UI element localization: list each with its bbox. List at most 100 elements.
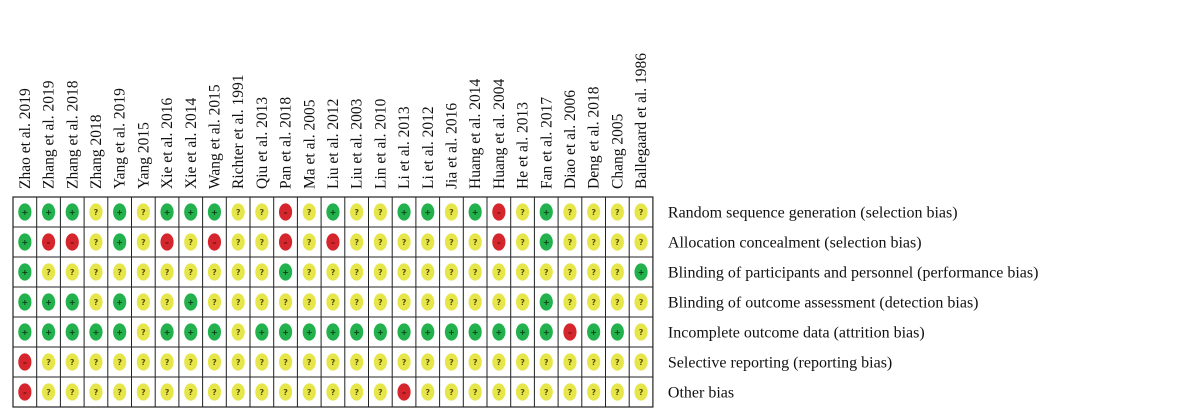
- judgement-dot: [515, 293, 530, 311]
- judgement-low: +: [184, 323, 198, 341]
- judgement-dot: [65, 203, 79, 221]
- judgement-dot: [563, 323, 577, 341]
- judgement-unclear: ?: [539, 263, 553, 281]
- judgement-low: +: [468, 323, 482, 341]
- judgement-symbol: +: [330, 208, 337, 217]
- judgement-low: +: [421, 203, 435, 221]
- judgement-dot: [373, 323, 387, 341]
- judgement-high: –: [492, 233, 506, 251]
- judgement-unclear: ?: [397, 293, 411, 311]
- judgement-symbol: +: [116, 328, 123, 337]
- judgement-high: –: [492, 203, 506, 221]
- judgement-symbol: ?: [568, 238, 573, 247]
- judgement-symbol: ?: [307, 298, 312, 307]
- judgement-dot: [421, 263, 435, 281]
- judgement-unclear: ?: [231, 383, 245, 401]
- judgement-symbol: +: [116, 238, 123, 247]
- judgement-dot: [255, 353, 269, 371]
- judgement-symbol: ?: [497, 268, 502, 277]
- judgement-low: +: [515, 323, 530, 341]
- judgement-dot: [610, 203, 624, 221]
- judgement-unclear: ?: [136, 383, 150, 401]
- judgement-symbol: –: [23, 388, 27, 397]
- judgement-symbol: ?: [94, 388, 99, 397]
- judgement-dot: [610, 293, 624, 311]
- grid: [12, 196, 654, 408]
- judgement-dot: [610, 263, 624, 281]
- judgement-unclear: ?: [136, 353, 150, 371]
- judgement-symbol: ?: [425, 358, 430, 367]
- judgement-dot: [278, 263, 293, 281]
- judgement-dot: [468, 323, 482, 341]
- judgement-dot: [136, 263, 150, 281]
- domain-labels: Random sequence generation (selection bi…: [668, 205, 1039, 402]
- judgement-low: +: [350, 323, 364, 341]
- judgement-dot: [563, 263, 577, 281]
- domain-label: Random sequence generation (selection bi…: [668, 205, 958, 222]
- judgement-symbol: ?: [94, 238, 99, 247]
- judgement-symbol: ?: [260, 298, 265, 307]
- judgement-dot: [207, 233, 222, 251]
- judgement-unclear: ?: [373, 263, 387, 281]
- judgement-symbol: ?: [354, 388, 359, 397]
- judgement-dot: [468, 263, 482, 281]
- judgement-symbol: ?: [212, 358, 217, 367]
- judgement-dot: [421, 323, 435, 341]
- judgement-symbol: +: [519, 328, 526, 337]
- judgement-dot: [350, 323, 364, 341]
- judgement-symbol: +: [21, 328, 28, 337]
- judgement-symbol: +: [69, 328, 76, 337]
- judgement-dot: [373, 293, 387, 311]
- judgement-symbol: ?: [449, 388, 454, 397]
- judgement-low: +: [278, 323, 293, 341]
- judgement-symbol: ?: [94, 208, 99, 217]
- judgement-dot: [207, 263, 222, 281]
- judgement-dot: [373, 233, 387, 251]
- judgement-dot: [587, 293, 601, 311]
- judgement-symbol: ?: [520, 208, 525, 217]
- judgement-symbol: ?: [639, 328, 644, 337]
- judgement-symbol: ?: [212, 268, 217, 277]
- judgement-symbol: ?: [425, 298, 430, 307]
- study-label: Huang et al. 2004: [491, 79, 508, 189]
- judgement-unclear: ?: [160, 263, 174, 281]
- judgement-unclear: ?: [397, 233, 411, 251]
- judgement-unclear: ?: [89, 293, 103, 311]
- judgement-low: +: [492, 323, 506, 341]
- judgement-symbol: +: [69, 208, 76, 217]
- judgement-high: –: [278, 233, 293, 251]
- judgement-symbol: –: [47, 238, 51, 247]
- judgement-symbol: +: [282, 328, 289, 337]
- judgement-symbol: ?: [331, 298, 336, 307]
- judgement-dot: [350, 203, 364, 221]
- judgement-dot: [539, 263, 553, 281]
- domain-label: Selective reporting (reporting bias): [668, 355, 892, 372]
- study-label: Fan et al. 2017: [538, 97, 555, 189]
- judgement-unclear: ?: [444, 293, 459, 311]
- judgement-symbol: ?: [165, 358, 170, 367]
- judgement-symbol: –: [402, 388, 406, 397]
- judgement-symbol: ?: [70, 358, 75, 367]
- judgement-dot: [515, 203, 530, 221]
- judgement-dot: [160, 323, 174, 341]
- judgement-symbol: ?: [94, 298, 99, 307]
- judgement-symbol: –: [212, 238, 216, 247]
- judgement-unclear: ?: [160, 353, 174, 371]
- judgement-unclear: ?: [444, 383, 459, 401]
- judgement-dot: [160, 203, 174, 221]
- judgement-symbol: +: [21, 298, 28, 307]
- judgement-dot: [255, 293, 269, 311]
- judgement-dot: [231, 383, 245, 401]
- judgement-dot: [610, 353, 624, 371]
- judgement-dot: [278, 203, 293, 221]
- judgement-unclear: ?: [634, 233, 648, 251]
- judgement-unclear: ?: [231, 233, 245, 251]
- study-label: Zhang et al. 2018: [64, 80, 81, 189]
- judgement-dot: [184, 293, 198, 311]
- judgement-dot: [18, 383, 32, 401]
- judgement-symbol: ?: [568, 298, 573, 307]
- study-label: Zhao et al. 2019: [17, 88, 34, 189]
- judgement-unclear: ?: [634, 293, 648, 311]
- judgement-symbol: ?: [568, 268, 573, 277]
- judgement-dot: [18, 203, 32, 221]
